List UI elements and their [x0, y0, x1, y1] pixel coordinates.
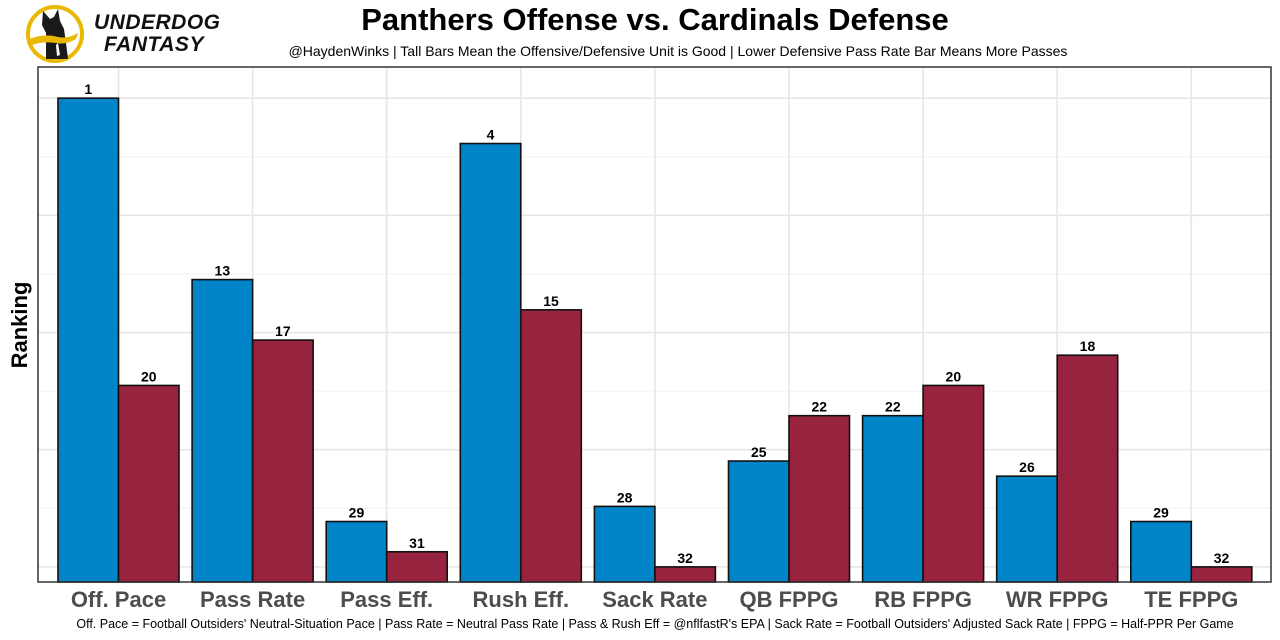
bar-defense: [788, 414, 851, 583]
bar-offense: [995, 475, 1059, 583]
x-tick-label: TE FPPG: [1144, 587, 1238, 612]
bar-defense: [1056, 354, 1119, 583]
bar-offense: [861, 414, 924, 583]
panel-border: [37, 66, 1272, 583]
bar-defense: [385, 550, 449, 583]
data-label: 29: [349, 505, 365, 521]
bar-defense: [922, 384, 985, 583]
x-tick-label: QB FPPG: [739, 587, 838, 612]
data-label: 15: [543, 293, 559, 309]
data-label: 22: [885, 399, 901, 415]
x-tick-label: Sack Rate: [602, 587, 707, 612]
bar-defense: [251, 339, 314, 583]
chart-caption: Off. Pace = Football Outsiders' Neutral-…: [76, 617, 1234, 631]
data-labels: 1 20 13 17 29 31 4 15 28 32 25 22 22 20 26 18 29 32: [84, 81, 1229, 566]
data-label: 29: [1153, 505, 1169, 521]
x-tick-label: RB FPPG: [874, 587, 972, 612]
data-label: 26: [1019, 459, 1035, 475]
data-label: 25: [751, 444, 767, 460]
underdog-dog-logo-icon: [24, 3, 88, 65]
data-label: 13: [215, 263, 231, 279]
bar-defense: [519, 309, 583, 583]
bar-offense: [1130, 520, 1193, 583]
bar-offense: [57, 97, 120, 583]
x-tick-label: WR FPPG: [1006, 587, 1109, 612]
bar-offense: [727, 460, 790, 583]
x-axis-ticks: Off. Pace Pass Rate Pass Eff. Rush Eff. Sack…: [71, 587, 1239, 612]
x-tick-label: Pass Rate: [200, 587, 305, 612]
chart-subtitle: @HaydenWinks | Tall Bars Mean the Offens…: [288, 43, 1068, 59]
data-label: 1: [84, 81, 92, 97]
bar-offense: [325, 520, 388, 583]
bar-defense: [1190, 566, 1253, 583]
data-label: 22: [811, 399, 827, 415]
data-label: 32: [1214, 550, 1230, 566]
chart-title: Panthers Offense vs. Cardinals Defense: [361, 2, 949, 37]
bar-defense: [654, 566, 717, 583]
bar-defense: [117, 384, 180, 583]
data-label: 32: [677, 550, 693, 566]
data-label: 20: [946, 368, 962, 384]
data-label: 4: [487, 127, 495, 143]
bar-offense: [191, 278, 254, 583]
data-label: 20: [141, 368, 157, 384]
data-label: 31: [409, 535, 425, 551]
brand-name-line2: FANTASY: [104, 33, 204, 56]
bar-offense: [593, 505, 656, 583]
brand-name-line1: UNDERDOG: [94, 11, 221, 34]
data-label: 28: [617, 489, 633, 505]
bars: [57, 97, 1253, 583]
data-label: 17: [275, 323, 291, 339]
x-tick-label: Rush Eff.: [473, 587, 570, 612]
x-tick-label: Off. Pace: [71, 587, 166, 612]
bar-offense: [459, 142, 522, 583]
x-tick-label: Pass Eff.: [340, 587, 433, 612]
data-label: 18: [1080, 338, 1096, 354]
